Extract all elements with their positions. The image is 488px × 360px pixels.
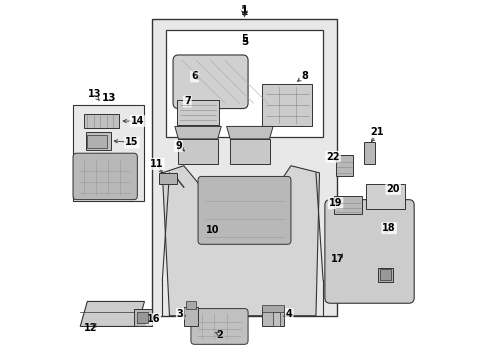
Text: 17: 17 (331, 253, 344, 264)
Bar (83, 114, 119, 128)
Text: 19: 19 (328, 198, 342, 208)
Text: 10: 10 (205, 225, 219, 235)
Bar (159, 173, 176, 184)
FancyBboxPatch shape (173, 55, 247, 109)
Text: 15: 15 (125, 138, 139, 148)
FancyBboxPatch shape (73, 153, 137, 200)
Text: 11: 11 (150, 159, 163, 169)
Text: 16: 16 (146, 314, 160, 324)
Text: 22: 22 (325, 152, 339, 162)
Text: 4: 4 (285, 309, 292, 319)
Bar (178, 139, 217, 164)
Bar (364, 143, 374, 164)
Text: 13: 13 (102, 93, 116, 103)
FancyBboxPatch shape (190, 309, 247, 344)
Bar (183, 307, 198, 327)
Text: 8: 8 (301, 71, 308, 81)
Bar (335, 155, 353, 176)
Bar (165, 30, 323, 137)
Bar (333, 196, 362, 214)
Bar (262, 307, 283, 327)
Polygon shape (226, 126, 272, 139)
Bar (151, 19, 337, 316)
Polygon shape (175, 126, 221, 139)
Bar (380, 269, 390, 280)
Text: 13: 13 (87, 89, 101, 99)
Bar (185, 301, 196, 309)
Polygon shape (333, 208, 405, 294)
Bar (134, 309, 151, 327)
Text: 1: 1 (241, 7, 247, 17)
Bar (262, 305, 283, 312)
Text: 6: 6 (191, 71, 198, 81)
Text: 3: 3 (177, 309, 183, 319)
Bar (365, 184, 405, 208)
Bar (87, 135, 107, 148)
Text: 9: 9 (175, 141, 182, 151)
Text: 20: 20 (386, 184, 399, 194)
Text: 18: 18 (382, 223, 395, 233)
Text: 14: 14 (130, 116, 144, 126)
Text: 2: 2 (216, 330, 223, 341)
Bar (378, 267, 392, 282)
Text: 5: 5 (241, 34, 247, 44)
Text: 12: 12 (84, 323, 98, 333)
Bar (262, 84, 312, 126)
Polygon shape (162, 166, 319, 316)
Bar (73, 105, 144, 202)
FancyBboxPatch shape (198, 176, 290, 244)
Bar (85, 132, 110, 150)
Bar (272, 312, 280, 327)
Text: 7: 7 (183, 96, 190, 107)
Polygon shape (80, 301, 144, 327)
Bar (137, 312, 148, 323)
Bar (176, 100, 219, 125)
Bar (230, 139, 269, 164)
Text: 1: 1 (241, 5, 247, 15)
Text: 21: 21 (370, 127, 384, 137)
FancyBboxPatch shape (324, 200, 413, 303)
Text: 5: 5 (241, 37, 247, 48)
